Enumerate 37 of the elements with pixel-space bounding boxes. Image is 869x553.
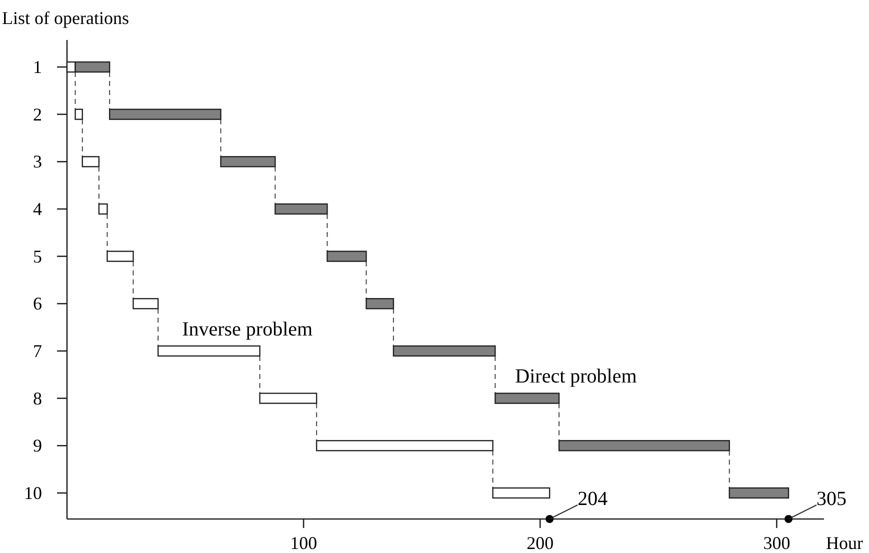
bar [108,108,222,120]
y-tick-label: 4 [33,198,42,219]
y-tick-label: 3 [33,152,42,172]
x-tick-label: 300 [763,533,790,553]
annotation: 305 [816,488,847,510]
bar [558,440,730,452]
bar [82,156,100,168]
bar [728,487,790,499]
bar [106,250,134,262]
bar [492,487,550,499]
bar [392,345,496,357]
bar [74,108,83,120]
y-tick-label: 5 [33,246,42,266]
bar [220,156,276,168]
series-label: Direct problem [515,366,638,388]
bar [326,250,367,262]
bar [316,440,494,452]
y-tick-label: 2 [33,104,42,124]
bar [98,203,108,215]
annotation: 204 [578,488,608,510]
bar [274,203,328,215]
y-tick-label: 8 [33,388,42,408]
y-tick-label: 9 [33,436,42,456]
y-axis-title: List of operations [2,8,129,28]
series-label: Inverse problem [182,318,314,340]
bar [157,345,260,357]
bar [494,392,560,404]
y-tick-label: 10 [24,482,42,503]
x-tick-label: 200 [526,533,554,553]
x-tick-label: 100 [290,533,318,553]
y-tick-label: 1 [33,57,42,77]
y-tick-label: 6 [33,294,42,314]
x-axis-title: Hour [826,533,863,553]
bar [132,298,159,310]
bar [366,298,394,310]
y-tick-label: 7 [33,340,42,361]
bar [259,392,318,404]
